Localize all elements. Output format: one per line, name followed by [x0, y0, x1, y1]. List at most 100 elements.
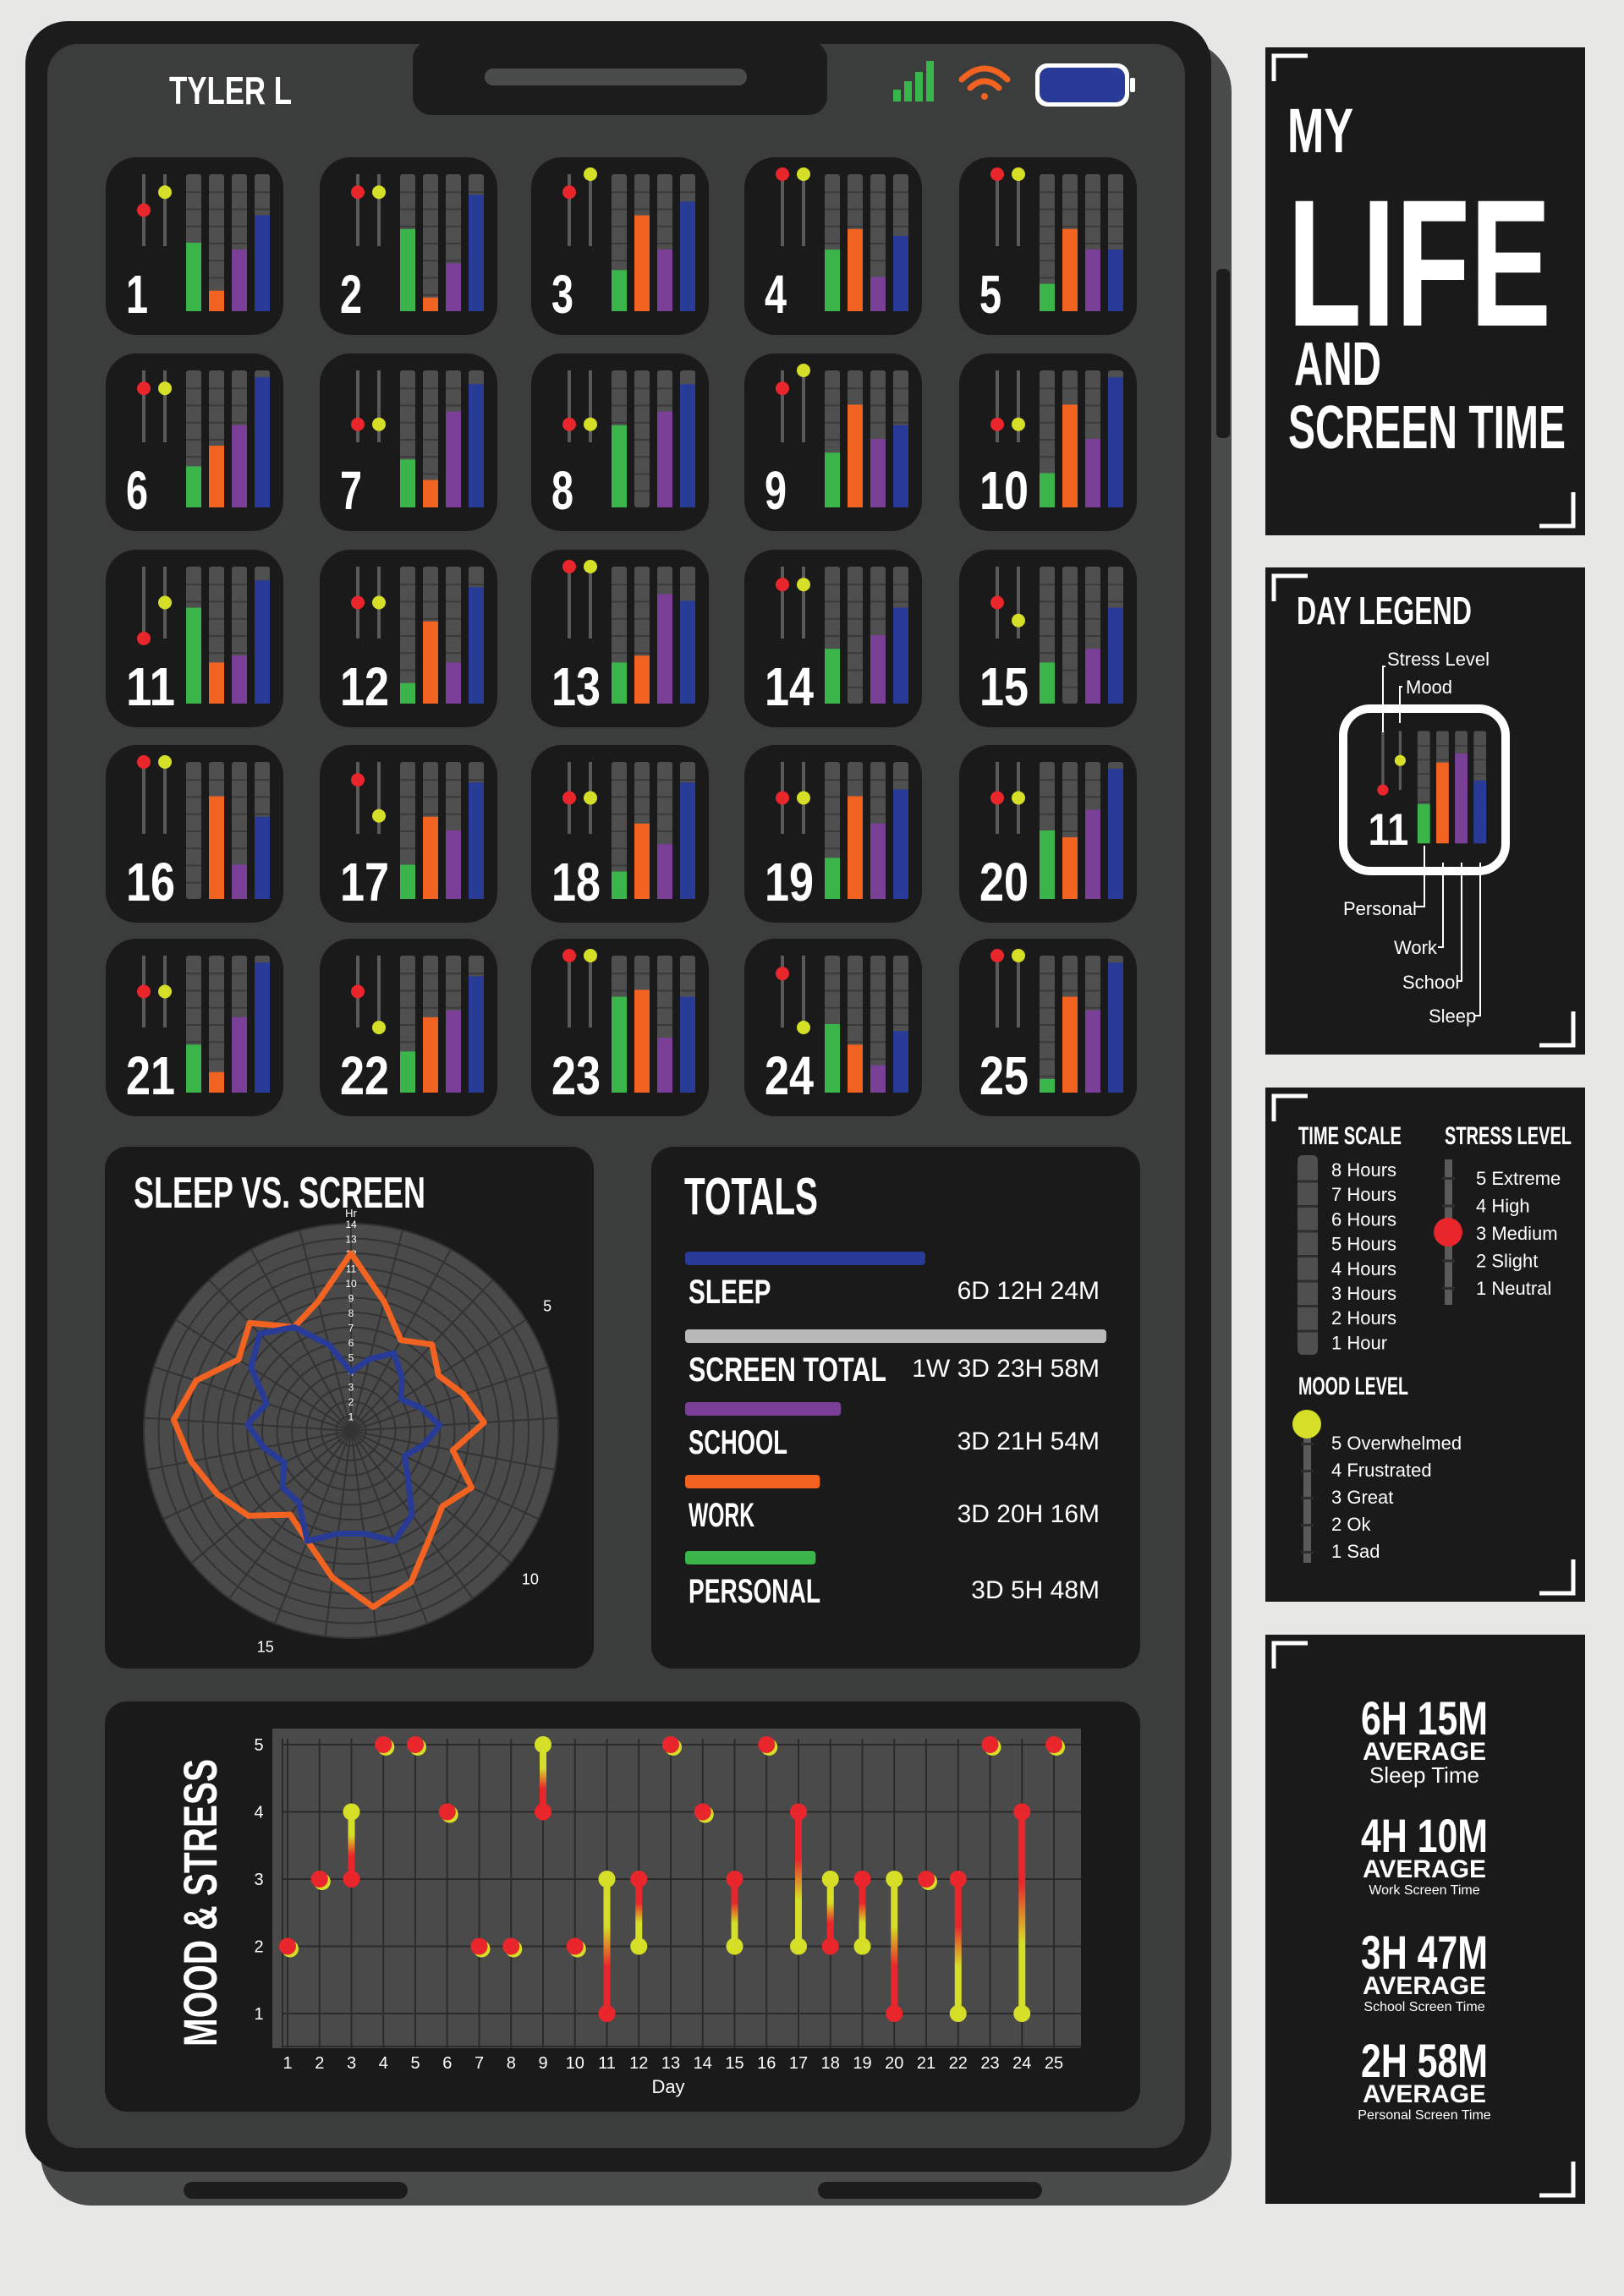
school-bar	[870, 277, 886, 311]
mood-dot	[584, 167, 597, 181]
bar-tick	[612, 208, 627, 211]
bar-tick	[848, 584, 863, 586]
bar-tick	[232, 635, 247, 637]
school-bar	[446, 1010, 461, 1093]
bar-tick	[634, 490, 650, 492]
wifi-icon	[958, 65, 1011, 100]
bar-tick	[634, 584, 650, 586]
day-tile-12: 12	[320, 550, 497, 727]
bar-tick	[400, 635, 415, 637]
day-number: 18	[551, 852, 601, 912]
bar-tick	[186, 881, 201, 884]
bar-tick	[848, 617, 863, 620]
stress-point-day-15	[726, 1871, 743, 1888]
bar-tick	[634, 191, 650, 194]
bar-tick	[657, 404, 672, 407]
bar-tick	[1062, 191, 1078, 194]
bar-tick	[255, 208, 270, 211]
personal-bar	[186, 243, 201, 311]
bar-tick	[1062, 617, 1078, 620]
mood-dot	[372, 808, 386, 823]
bar-tick	[657, 1006, 672, 1009]
bar-tick	[400, 439, 415, 441]
mood-stress-title: MOOD & STRESS	[173, 1759, 227, 2047]
bar-tick	[446, 191, 461, 194]
stress-track	[142, 370, 145, 442]
mood-point-day-3	[343, 1803, 360, 1821]
bar-tick	[209, 243, 224, 244]
bar-tick	[232, 830, 247, 832]
bar-tick	[209, 404, 224, 407]
mood-track	[377, 762, 381, 834]
school-bar	[870, 823, 886, 899]
radar-unit-label: Hr	[345, 1207, 357, 1219]
bar-tick	[848, 208, 863, 211]
bar-tick	[825, 1006, 840, 1009]
bar-tick	[612, 796, 627, 798]
totals-panel	[651, 1147, 1140, 1669]
x-tick-label: 2	[315, 2054, 324, 2073]
stress-scale-tick	[1442, 1287, 1455, 1290]
personal-bar	[400, 682, 415, 704]
mood-point-day-9	[535, 1736, 551, 1753]
bar-tick	[400, 404, 415, 407]
stress-dot	[562, 417, 576, 431]
x-tick-label: 18	[821, 2054, 840, 2073]
personal-bar	[612, 996, 627, 1093]
mood-point-day-18	[821, 1871, 839, 1888]
bar-tick	[657, 796, 672, 798]
bar-tick	[423, 191, 438, 194]
day-number: 20	[979, 852, 1029, 912]
bar-tick	[400, 421, 415, 424]
stress-track	[568, 174, 571, 246]
bar-tick	[657, 1024, 672, 1026]
work-bar	[634, 823, 650, 899]
stress-dot	[137, 755, 151, 769]
personal-bar	[400, 864, 415, 899]
time-scale-item: 4 Hours	[1331, 1258, 1396, 1280]
x-tick-label: 8	[507, 2054, 516, 2073]
stress-dot	[776, 167, 789, 181]
school-bar	[232, 864, 247, 899]
bar-tick	[232, 973, 247, 975]
mood-dot	[158, 185, 172, 200]
stress-point-day-5	[407, 1736, 424, 1753]
bar-tick	[400, 830, 415, 832]
mood-scale-tick	[1301, 1551, 1314, 1553]
bar-tick	[893, 208, 908, 211]
mood-scale-tick	[1301, 1443, 1314, 1445]
work-bar	[1062, 228, 1078, 311]
bar-tick	[634, 387, 650, 390]
mood-scale-tick	[1301, 1497, 1314, 1499]
radar-spoke	[350, 1430, 429, 1625]
bar-tick	[612, 847, 627, 850]
stress-dot	[562, 791, 576, 805]
mood-track	[589, 174, 592, 246]
bar-tick	[423, 208, 438, 211]
bar-tick	[186, 989, 201, 992]
stress-dot	[776, 967, 789, 981]
bar-tick	[825, 421, 840, 424]
side-button	[1216, 269, 1230, 438]
radar-spoke	[175, 1318, 352, 1432]
stress-track	[356, 762, 359, 834]
personal-bar	[186, 466, 201, 507]
radar-spoke	[273, 1430, 352, 1625]
mood-point-day-24	[1013, 2005, 1031, 2022]
radar-ring-label: 6	[348, 1337, 354, 1349]
bar-tick	[825, 243, 840, 244]
sleep-bar	[1473, 780, 1487, 844]
day-legend-panel: DAY LEGEND 11 Stress Level Mood Personal Wor…	[1265, 567, 1585, 1055]
day-number: 17	[340, 852, 389, 912]
mood-dot	[584, 949, 597, 962]
bar-tick	[612, 421, 627, 424]
bar-tick	[825, 600, 840, 603]
school-bar	[1455, 753, 1468, 844]
bar-tick	[1040, 1058, 1055, 1060]
mood-track	[1017, 370, 1020, 442]
radar-spoke	[350, 1279, 494, 1432]
bar-tick	[1085, 973, 1100, 975]
stress-track	[568, 567, 571, 638]
bar-tick	[209, 225, 224, 227]
